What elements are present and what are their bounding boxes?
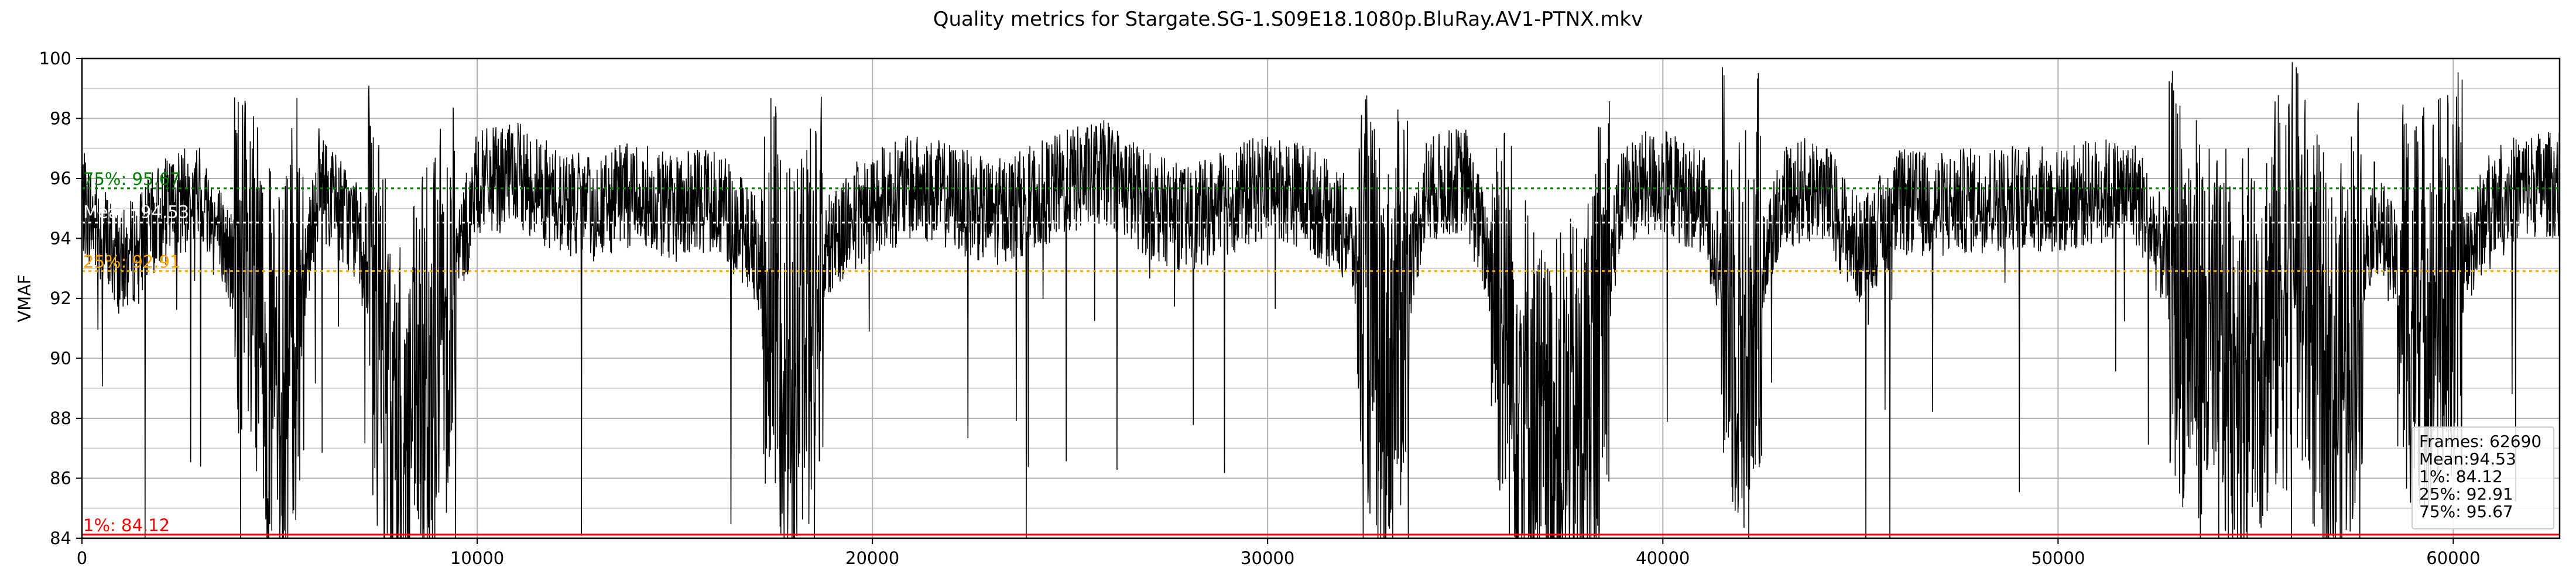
legend-frame [2411,426,2554,529]
legend-entry: 25%: 92.91 [2419,484,2513,504]
vmaf-series-line [81,62,2560,539]
reference-label-1pct: 1%: 84.12 [83,515,170,535]
x-tick-label: 0 [77,548,87,568]
legend-entry: 75%: 95.67 [2419,502,2513,521]
legend-entry: Frames: 62690 [2419,432,2541,451]
y-tick-label: 88 [50,408,71,428]
reference-label-75pct: 75%: 95.67 [83,169,180,189]
y-axis-label: VMAF [15,274,35,322]
y-tick-label: 92 [50,288,71,308]
legend-entry: 1%: 84.12 [2419,467,2503,486]
reference-label-mean: Mean: 94.53 [83,202,189,222]
y-tick-label: 84 [50,528,71,548]
y-tick-label: 90 [50,349,71,369]
legend-entry: Mean:94.53 [2419,449,2516,469]
y-tick-label: 94 [50,229,71,249]
x-tick-label: 40000 [1636,548,1690,568]
chart-title: Quality metrics for Stargate.SG-1.S09E18… [933,8,1643,31]
y-tick-label: 100 [39,49,71,68]
x-tick-label: 10000 [450,548,504,568]
y-tick-label: 86 [50,469,71,488]
x-tick-label: 50000 [2031,548,2085,568]
x-tick-label: 30000 [1241,548,1294,568]
x-tick-label: 60000 [2426,548,2480,568]
reference-label-25pct: 25%: 92.91 [83,252,180,271]
y-tick-label: 96 [50,168,71,188]
x-tick-label: 20000 [845,548,899,568]
y-tick-label: 98 [50,109,71,129]
